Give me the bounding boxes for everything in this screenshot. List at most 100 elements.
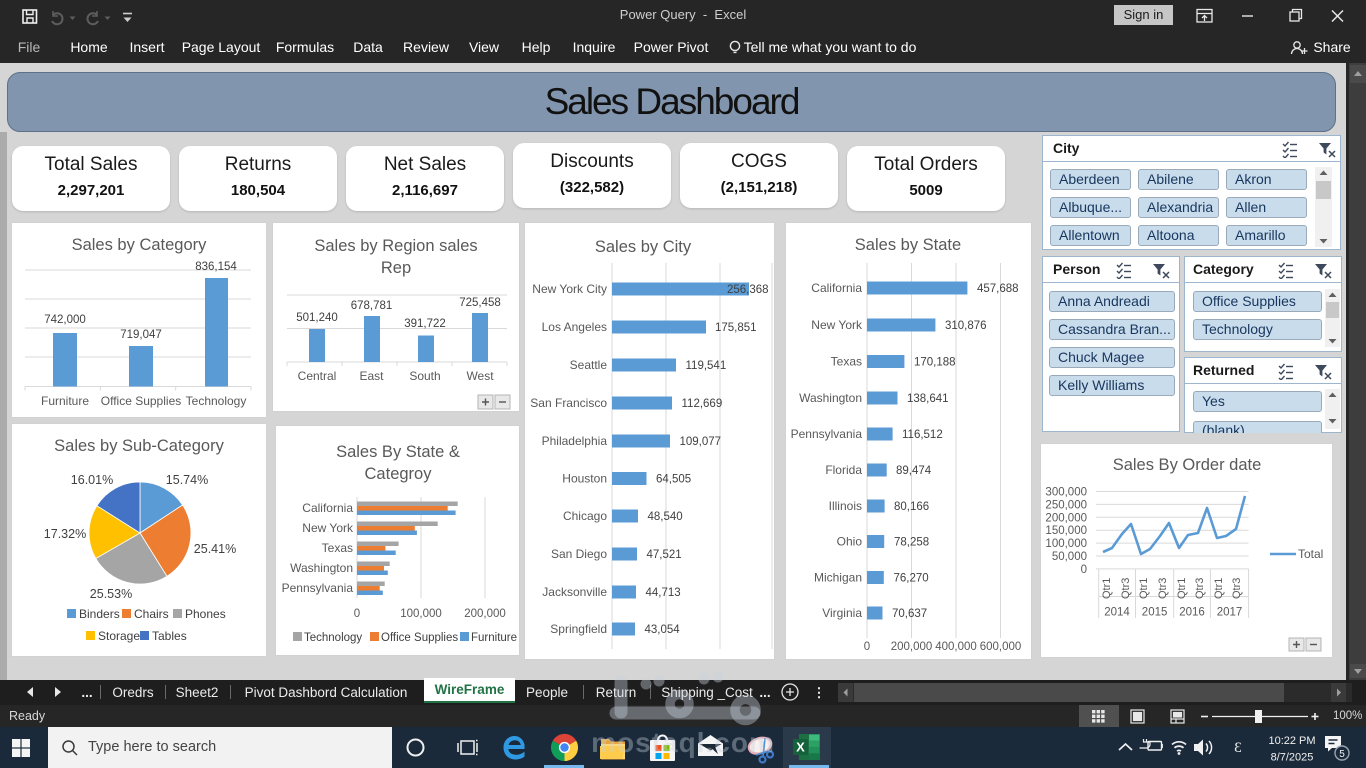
svg-text:Qtr1: Qtr1	[1176, 578, 1188, 599]
svg-text:California: California	[811, 281, 862, 295]
svg-text:50,000: 50,000	[1052, 551, 1087, 563]
svg-text:25.53%: 25.53%	[90, 587, 132, 601]
svg-text:76,270: 76,270	[894, 573, 929, 585]
svg-text:Ohio: Ohio	[837, 535, 863, 549]
svg-text:836,154: 836,154	[195, 261, 237, 273]
svg-text:Office Supplies: Office Supplies	[381, 632, 458, 644]
svg-text:Categroy: Categroy	[365, 465, 433, 483]
svg-text:78,258: 78,258	[894, 537, 929, 549]
svg-text:Philadelphia: Philadelphia	[542, 434, 608, 448]
svg-text:Qtr3: Qtr3	[1231, 578, 1243, 599]
svg-text:Office Supplies: Office Supplies	[101, 394, 182, 408]
svg-text:100,000: 100,000	[400, 608, 442, 620]
svg-text:200,000: 200,000	[1045, 512, 1087, 524]
svg-text:Qtr3: Qtr3	[1194, 578, 1206, 599]
svg-text:Rep: Rep	[381, 259, 411, 277]
svg-text:112,669: 112,669	[682, 398, 723, 410]
svg-text:X: X	[796, 740, 805, 755]
svg-text:70,637: 70,637	[892, 608, 927, 620]
svg-text:43,054: 43,054	[645, 624, 681, 636]
svg-text:0: 0	[354, 608, 360, 620]
svg-text:Qtr1: Qtr1	[1213, 578, 1225, 599]
svg-text:Furniture: Furniture	[41, 394, 89, 408]
svg-text:Chairs: Chairs	[134, 607, 169, 621]
svg-text:Total: Total	[1298, 547, 1323, 561]
svg-text:170,188: 170,188	[914, 357, 956, 369]
svg-text:2017: 2017	[1217, 607, 1243, 619]
svg-text:16.01%: 16.01%	[71, 473, 113, 487]
svg-text:80,166: 80,166	[894, 501, 929, 513]
svg-text:719,047: 719,047	[120, 329, 162, 341]
svg-text:109,077: 109,077	[680, 436, 722, 448]
svg-text:Florida: Florida	[825, 463, 862, 477]
svg-text:391,722: 391,722	[404, 318, 446, 330]
svg-text:119,541: 119,541	[686, 360, 727, 372]
svg-text:138,641: 138,641	[907, 393, 949, 405]
svg-text:Sales by Region sales: Sales by Region sales	[314, 237, 477, 255]
svg-text:Qtr3: Qtr3	[1157, 578, 1169, 599]
svg-text:Qtr3: Qtr3	[1120, 578, 1132, 599]
svg-text:742,000: 742,000	[44, 314, 86, 326]
svg-text:Illinois: Illinois	[829, 499, 862, 513]
svg-text:0: 0	[864, 641, 870, 653]
svg-text:3: 3	[1234, 740, 1242, 756]
svg-text:Jacksonville: Jacksonville	[542, 585, 607, 599]
svg-text:17.32%: 17.32%	[44, 527, 86, 541]
svg-text:South: South	[409, 369, 440, 383]
svg-text:New York City: New York City	[532, 282, 607, 296]
svg-text:400,000: 400,000	[935, 641, 977, 653]
svg-text:Virginia: Virginia	[822, 606, 862, 620]
svg-text:48,540: 48,540	[648, 511, 683, 523]
svg-text:Sales by Sub-Category: Sales by Sub-Category	[54, 437, 224, 455]
svg-text:200,000: 200,000	[891, 641, 933, 653]
svg-text:250,000: 250,000	[1045, 499, 1087, 511]
svg-text:89,474: 89,474	[896, 465, 932, 477]
svg-text:Storage: Storage	[98, 629, 140, 643]
svg-text:600,000: 600,000	[980, 641, 1022, 653]
svg-text:Seattle: Seattle	[570, 358, 608, 372]
svg-text:5: 5	[1339, 749, 1345, 760]
svg-text:10:22 PM: 10:22 PM	[1268, 735, 1315, 747]
svg-text:175,851: 175,851	[715, 322, 757, 334]
svg-text:2016: 2016	[1179, 607, 1205, 619]
svg-text:Los Angeles: Los Angeles	[542, 320, 607, 334]
svg-text:457,688: 457,688	[977, 283, 1019, 295]
svg-text:Qtr1: Qtr1	[1138, 578, 1150, 599]
svg-text:100,000: 100,000	[1045, 538, 1087, 550]
svg-text:501,240: 501,240	[296, 312, 338, 324]
svg-text:Central: Central	[298, 369, 337, 383]
svg-text:Chicago: Chicago	[563, 509, 607, 523]
svg-text:San Francisco: San Francisco	[530, 396, 607, 410]
svg-text:East: East	[359, 369, 384, 383]
svg-text:Sales By State &: Sales By State &	[336, 443, 460, 461]
svg-text:Sales By Order date: Sales By Order date	[1113, 456, 1262, 474]
svg-text:Sales by State: Sales by State	[855, 236, 961, 254]
svg-text:Sales by Category: Sales by Category	[72, 236, 208, 254]
svg-text:200,000: 200,000	[464, 608, 506, 620]
svg-text:64,505: 64,505	[656, 474, 691, 486]
svg-text:8/7/2025: 8/7/2025	[1271, 752, 1314, 764]
svg-text:25.41%: 25.41%	[194, 542, 236, 556]
svg-text:116,512: 116,512	[902, 429, 943, 441]
svg-text:New York: New York	[302, 521, 354, 535]
svg-text:Texas: Texas	[831, 355, 862, 369]
svg-text:Furniture: Furniture	[471, 632, 517, 644]
svg-text:Washington: Washington	[290, 561, 353, 575]
svg-text:0: 0	[1081, 564, 1087, 576]
svg-text:Technology: Technology	[186, 394, 247, 408]
svg-text:Washington: Washington	[799, 391, 862, 405]
svg-text:2014: 2014	[1104, 607, 1130, 619]
svg-text:678,781: 678,781	[351, 300, 393, 312]
svg-text:Texas: Texas	[322, 541, 353, 555]
svg-text:Springfield: Springfield	[550, 622, 607, 636]
svg-text:Houston: Houston	[562, 472, 607, 486]
svg-text:California: California	[302, 501, 353, 515]
svg-text:15.74%: 15.74%	[166, 473, 208, 487]
svg-text:Tables: Tables	[152, 629, 187, 643]
svg-text:725,458: 725,458	[459, 297, 501, 309]
svg-text:Binders: Binders	[79, 607, 120, 621]
svg-text:Phones: Phones	[185, 607, 226, 621]
svg-text:300,000: 300,000	[1045, 487, 1087, 499]
svg-text:Qtr1: Qtr1	[1101, 578, 1113, 599]
svg-text:Pennsylvania: Pennsylvania	[282, 581, 354, 595]
